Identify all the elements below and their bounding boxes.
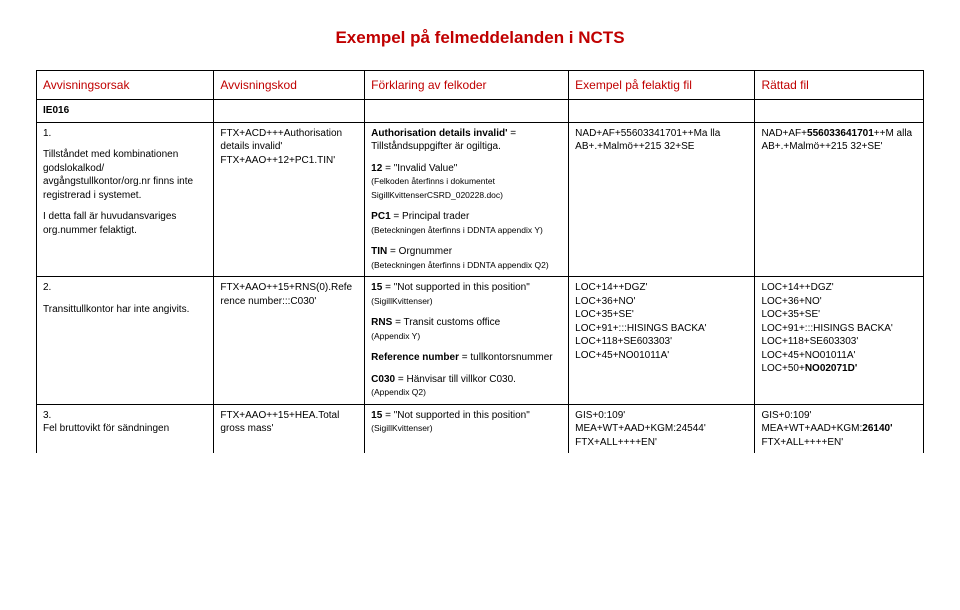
document-title: Exempel på felmeddelanden i NCTS bbox=[36, 28, 924, 48]
cell-explain: 15 = "Not supported in this position"(Si… bbox=[365, 404, 569, 453]
section-row: IE016 bbox=[37, 100, 924, 123]
cell-code: FTX+AAO++15+HEA.Total gross mass' bbox=[214, 404, 365, 453]
col-header: Exempel på felaktig fil bbox=[569, 71, 755, 100]
table-header-row: Avvisningsorsak Avvisningskod Förklaring… bbox=[37, 71, 924, 100]
document-page: Exempel på felmeddelanden i NCTS Avvisni… bbox=[0, 0, 960, 473]
cell-fixed: GIS+0:109' MEA+WT+AAD+KGM:26140' FTX+ALL… bbox=[755, 404, 924, 453]
cell-code: FTX+AAO++15+RNS(0).Refe rence number:::C… bbox=[214, 277, 365, 405]
section-label: IE016 bbox=[37, 100, 214, 123]
cell-wrong: NAD+AF+55603341701++Ma lla AB+.+Malmö++2… bbox=[569, 122, 755, 277]
error-table: Avvisningsorsak Avvisningskod Förklaring… bbox=[36, 70, 924, 453]
table-row: 3. Fel bruttovikt för sändningen FTX+AAO… bbox=[37, 404, 924, 453]
cell-wrong: GIS+0:109' MEA+WT+AAD+KGM:24544' FTX+ALL… bbox=[569, 404, 755, 453]
table-row: 2. Transittullkontor har inte angivits. … bbox=[37, 277, 924, 405]
cell-reason: 1. Tillståndet med kombinationen godslok… bbox=[37, 122, 214, 277]
col-header: Avvisningsorsak bbox=[37, 71, 214, 100]
cell-reason: 2. Transittullkontor har inte angivits. bbox=[37, 277, 214, 405]
col-header: Förklaring av felkoder bbox=[365, 71, 569, 100]
col-header: Avvisningskod bbox=[214, 71, 365, 100]
table-row: 1. Tillståndet med kombinationen godslok… bbox=[37, 122, 924, 277]
cell-fixed: NAD+AF+556033641701++M alla AB+.+Malmö++… bbox=[755, 122, 924, 277]
col-header: Rättad fil bbox=[755, 71, 924, 100]
cell-code: FTX+ACD+++Authorisation details invalid'… bbox=[214, 122, 365, 277]
cell-wrong: LOC+14++DGZ' LOC+36+NO' LOC+35+SE' LOC+9… bbox=[569, 277, 755, 405]
cell-explain: 15 = "Not supported in this position"(Si… bbox=[365, 277, 569, 405]
cell-explain: Authorisation details invalid' = Tillstå… bbox=[365, 122, 569, 277]
cell-fixed: LOC+14++DGZ' LOC+36+NO' LOC+35+SE' LOC+9… bbox=[755, 277, 924, 405]
cell-reason: 3. Fel bruttovikt för sändningen bbox=[37, 404, 214, 453]
